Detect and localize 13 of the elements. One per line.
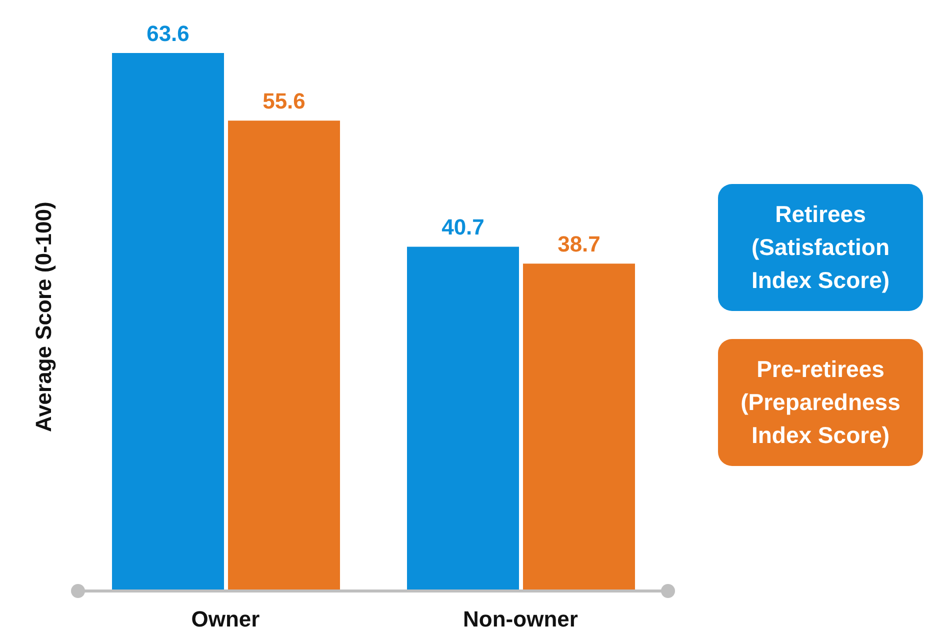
bar xyxy=(523,264,635,591)
text: Pre-retirees (Preparedness Index Score) xyxy=(718,338,923,466)
data-label: 55.6 xyxy=(262,88,306,114)
bar xyxy=(407,246,519,591)
bar xyxy=(112,53,224,591)
x-tick-label: Owner xyxy=(191,606,260,632)
data-label: 40.7 xyxy=(442,214,484,240)
data-label: 38.7 xyxy=(558,232,600,257)
x-tick-label: Non-owner xyxy=(463,606,578,632)
data-label: 63.6 xyxy=(146,21,190,46)
text: Retirees (Satisfaction Index Score) xyxy=(718,184,923,310)
y-axis-title: Average Score (0-100) xyxy=(30,202,56,432)
bar xyxy=(228,120,340,591)
